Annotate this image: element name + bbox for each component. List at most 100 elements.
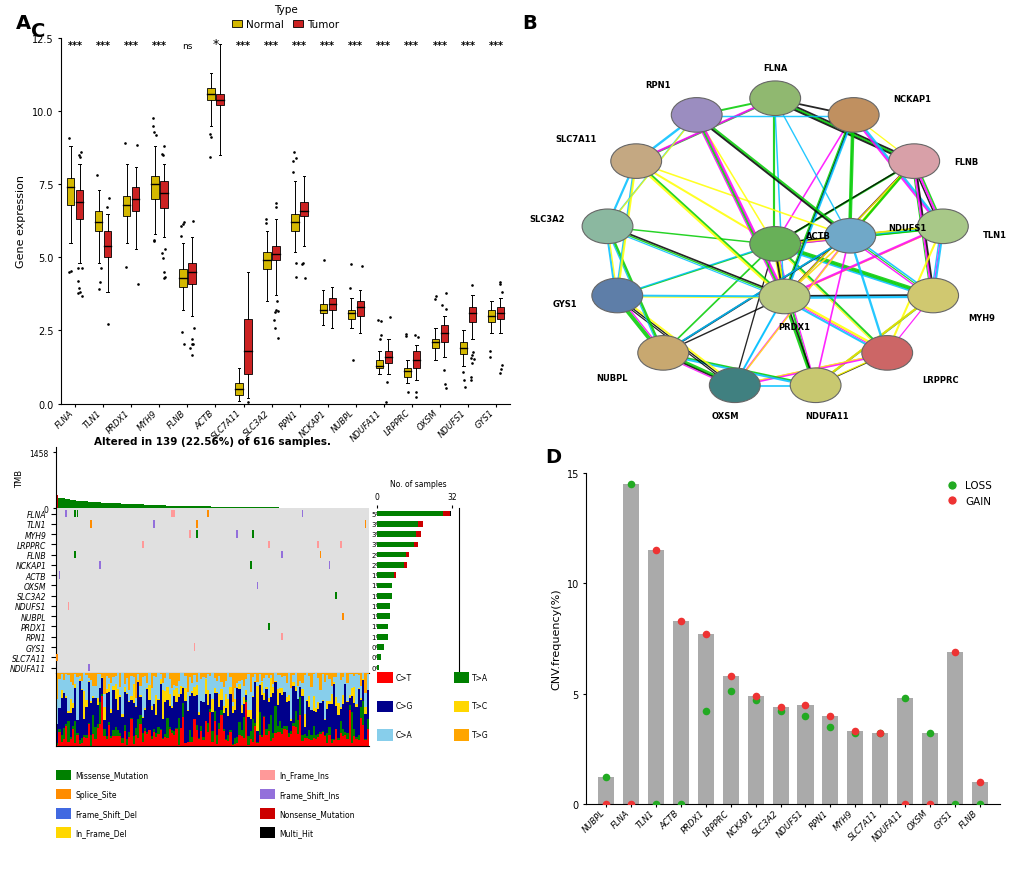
Bar bbox=[71, 703, 74, 707]
Bar bbox=[92, 502, 94, 509]
Bar bbox=[86, 735, 88, 738]
Bar bbox=[216, 735, 218, 745]
Bar bbox=[308, 707, 310, 730]
Bar bbox=[343, 734, 346, 746]
Bar bbox=[319, 703, 321, 732]
Bar bbox=[81, 690, 83, 738]
Bar bbox=[175, 728, 177, 730]
Bar bbox=[166, 700, 168, 718]
Text: T>G: T>G bbox=[472, 730, 488, 740]
Point bbox=[896, 797, 912, 811]
Bar bbox=[261, 507, 263, 509]
Point bbox=[771, 700, 788, 714]
Bar bbox=[247, 507, 250, 509]
Bar bbox=[321, 701, 323, 731]
Bar bbox=[211, 700, 213, 712]
Bar bbox=[238, 684, 240, 689]
Bar bbox=[272, 687, 274, 693]
Bar bbox=[326, 733, 328, 744]
Point bbox=[921, 797, 937, 811]
Bar bbox=[189, 730, 191, 742]
Bar bbox=[404, 369, 411, 378]
Bar bbox=[216, 507, 218, 509]
Bar bbox=[162, 506, 164, 509]
Text: 3%: 3% bbox=[371, 532, 382, 537]
Bar bbox=[460, 342, 467, 355]
Bar bbox=[157, 699, 159, 700]
Bar bbox=[140, 724, 142, 746]
Bar bbox=[335, 673, 337, 677]
Bar bbox=[114, 726, 117, 736]
Bar bbox=[65, 674, 67, 696]
Bar bbox=[315, 708, 317, 713]
Bar bbox=[148, 700, 151, 730]
Bar bbox=[240, 730, 243, 736]
Y-axis label: CNV.frequency(%): CNV.frequency(%) bbox=[550, 588, 560, 689]
Bar bbox=[164, 692, 166, 702]
Bar bbox=[364, 707, 366, 714]
Bar bbox=[196, 531, 198, 538]
Bar bbox=[112, 730, 114, 736]
Bar bbox=[142, 673, 144, 677]
Bar bbox=[341, 695, 343, 705]
Bar bbox=[256, 731, 259, 741]
Bar bbox=[159, 674, 162, 679]
Bar bbox=[144, 710, 146, 728]
Bar bbox=[78, 673, 81, 676]
Bar bbox=[250, 740, 252, 746]
Bar bbox=[224, 694, 227, 708]
Bar bbox=[153, 505, 155, 509]
Bar bbox=[170, 708, 173, 730]
Bar bbox=[168, 506, 170, 509]
Bar bbox=[94, 727, 97, 740]
Text: 2%: 2% bbox=[371, 562, 382, 568]
Bar bbox=[119, 698, 121, 733]
Bar bbox=[198, 715, 200, 739]
Bar bbox=[76, 677, 78, 720]
Bar bbox=[259, 685, 261, 712]
Bar bbox=[144, 708, 146, 710]
Point bbox=[821, 720, 838, 733]
Bar bbox=[123, 726, 125, 732]
Bar bbox=[312, 726, 315, 738]
Point bbox=[697, 627, 713, 641]
Bar bbox=[265, 729, 267, 735]
Text: ***: *** bbox=[320, 41, 335, 50]
Bar bbox=[355, 740, 358, 746]
Bar bbox=[151, 710, 153, 736]
Bar bbox=[99, 673, 101, 674]
Bar bbox=[170, 506, 173, 509]
Title: Altered in 139 (22.56%) of 616 samples.: Altered in 139 (22.56%) of 616 samples. bbox=[94, 437, 330, 447]
Bar bbox=[326, 673, 328, 675]
Bar bbox=[304, 727, 306, 734]
Point bbox=[747, 689, 763, 703]
Bar bbox=[294, 687, 297, 691]
Text: Splice_Site: Splice_Site bbox=[75, 790, 117, 799]
Text: 3%: 3% bbox=[371, 521, 382, 527]
Bar bbox=[267, 679, 270, 699]
Bar bbox=[65, 698, 67, 724]
Bar bbox=[196, 725, 198, 731]
Point bbox=[871, 726, 888, 740]
Text: ACTB: ACTB bbox=[805, 232, 829, 241]
Bar bbox=[240, 673, 243, 680]
Bar bbox=[263, 716, 265, 717]
Bar bbox=[74, 551, 76, 559]
Text: ***: *** bbox=[123, 41, 139, 50]
Bar bbox=[222, 730, 224, 731]
Bar bbox=[276, 507, 278, 509]
Bar bbox=[245, 700, 247, 702]
Bar bbox=[358, 673, 360, 675]
Bar bbox=[88, 679, 90, 681]
Bar bbox=[319, 734, 321, 746]
Bar bbox=[125, 739, 128, 745]
Bar bbox=[250, 732, 252, 740]
Bar bbox=[90, 680, 92, 701]
Bar bbox=[132, 684, 135, 704]
Bar bbox=[88, 664, 90, 672]
Bar bbox=[323, 682, 326, 719]
Bar bbox=[67, 742, 69, 746]
Bar bbox=[142, 719, 144, 733]
Bar bbox=[177, 698, 179, 719]
Bar bbox=[182, 673, 184, 687]
